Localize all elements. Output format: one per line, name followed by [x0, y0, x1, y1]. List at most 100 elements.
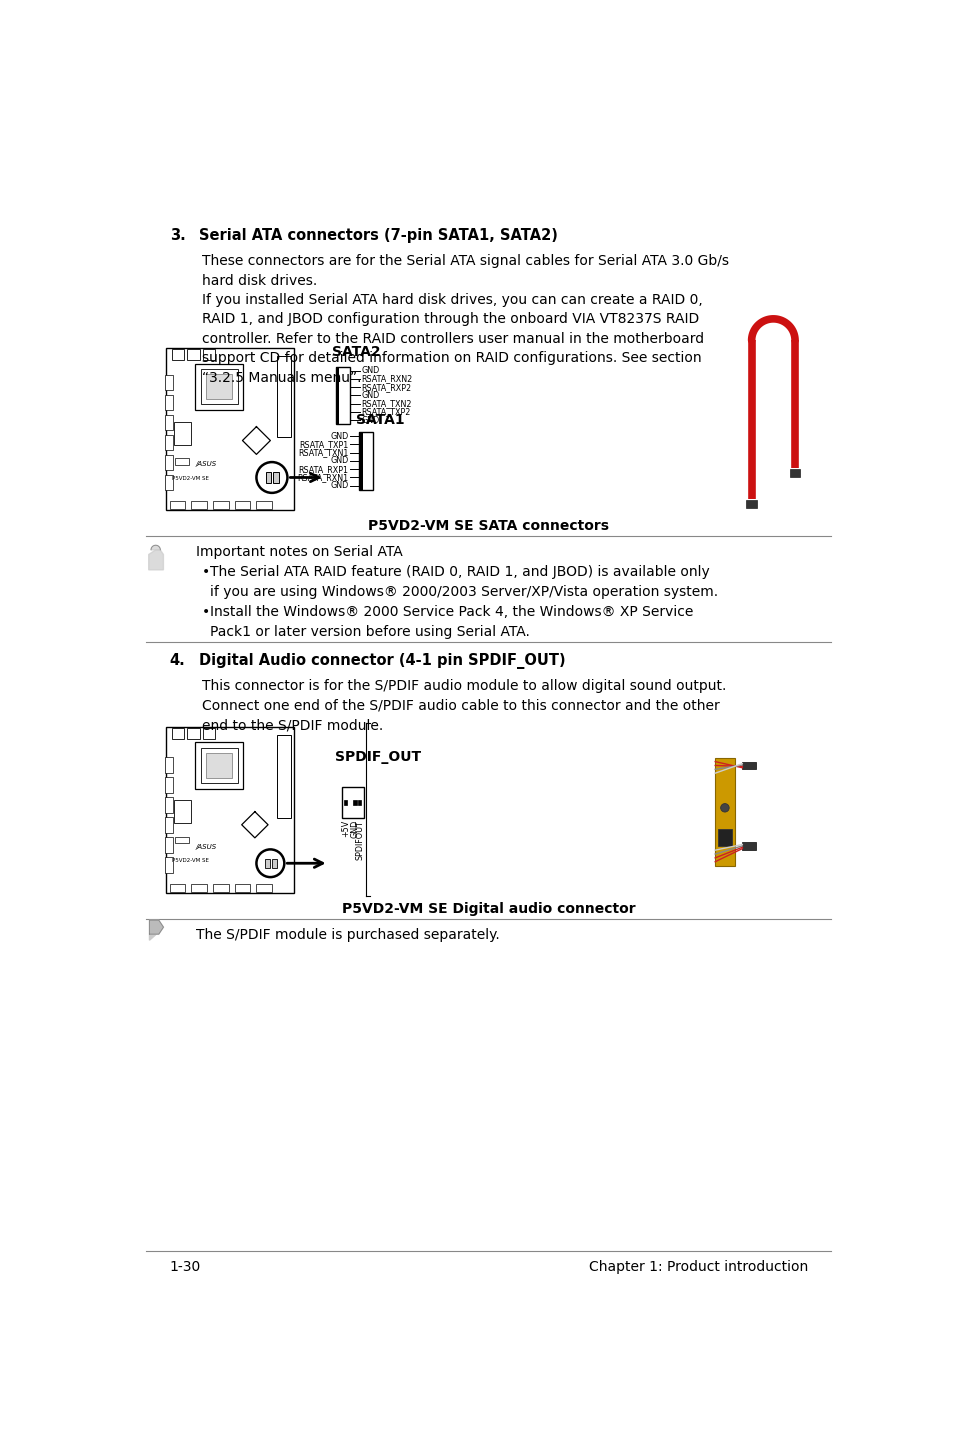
- Polygon shape: [242, 427, 270, 454]
- Bar: [335, 367, 350, 424]
- Text: GND: GND: [360, 391, 379, 400]
- Bar: [172, 349, 184, 360]
- Bar: [170, 884, 185, 892]
- Bar: [165, 817, 172, 833]
- Bar: [165, 758, 172, 772]
- Bar: [165, 837, 172, 853]
- Text: GND: GND: [350, 820, 359, 838]
- Bar: [213, 502, 229, 509]
- Bar: [335, 367, 339, 424]
- Bar: [172, 728, 184, 739]
- Bar: [741, 762, 756, 769]
- Polygon shape: [151, 545, 160, 549]
- Bar: [187, 728, 199, 739]
- Bar: [165, 395, 172, 410]
- Circle shape: [256, 462, 287, 493]
- Bar: [353, 800, 356, 805]
- Bar: [789, 469, 800, 477]
- Bar: [357, 800, 361, 805]
- Text: •: •: [201, 605, 210, 620]
- Bar: [272, 858, 276, 869]
- Bar: [234, 502, 250, 509]
- Bar: [165, 777, 172, 792]
- Bar: [192, 884, 207, 892]
- Bar: [165, 416, 172, 430]
- Text: RSATA_TXP2: RSATA_TXP2: [360, 407, 410, 417]
- Bar: [234, 884, 250, 892]
- Bar: [344, 800, 347, 805]
- Bar: [195, 742, 243, 788]
- Text: GND: GND: [360, 416, 379, 424]
- Text: Install the Windows® 2000 Service Pack 4, the Windows® XP Service
Pack1 or later: Install the Windows® 2000 Service Pack 4…: [210, 605, 693, 638]
- Bar: [342, 787, 364, 818]
- Text: SATA1: SATA1: [355, 413, 404, 427]
- Text: P5VD2-VM SE Digital audio connector: P5VD2-VM SE Digital audio connector: [342, 902, 635, 916]
- Bar: [166, 348, 294, 510]
- Text: GND: GND: [330, 431, 348, 440]
- Text: GND: GND: [330, 456, 348, 466]
- Bar: [165, 434, 172, 450]
- Bar: [266, 472, 271, 483]
- Bar: [165, 454, 172, 470]
- Bar: [165, 797, 172, 812]
- Text: P5VD2-VM SE: P5VD2-VM SE: [172, 858, 209, 863]
- Bar: [192, 502, 207, 509]
- Polygon shape: [150, 920, 163, 935]
- Bar: [174, 459, 189, 464]
- Bar: [166, 728, 294, 893]
- Bar: [359, 431, 362, 490]
- Bar: [256, 884, 272, 892]
- Bar: [170, 502, 185, 509]
- Bar: [195, 364, 243, 410]
- Bar: [359, 431, 373, 490]
- Circle shape: [720, 804, 728, 812]
- Bar: [256, 502, 272, 509]
- Text: RSATA_TXN1: RSATA_TXN1: [298, 449, 348, 457]
- Bar: [274, 472, 278, 483]
- Bar: [203, 728, 215, 739]
- Text: This connector is for the S/PDIF audio module to allow digital sound output.
Con: This connector is for the S/PDIF audio m…: [202, 679, 726, 732]
- Text: /ASUS: /ASUS: [195, 844, 216, 850]
- Polygon shape: [150, 935, 156, 940]
- Bar: [745, 500, 757, 508]
- Text: SPDIFOUT: SPDIFOUT: [355, 820, 364, 860]
- Bar: [203, 349, 215, 360]
- Text: SATA2: SATA2: [332, 345, 380, 360]
- Text: These connectors are for the Serial ATA signal cables for Serial ATA 3.0 Gb/s
ha: These connectors are for the Serial ATA …: [202, 255, 728, 288]
- Text: /ASUS: /ASUS: [195, 462, 216, 467]
- Polygon shape: [149, 549, 163, 569]
- Bar: [265, 858, 270, 869]
- Text: RSATA_RXN1: RSATA_RXN1: [297, 473, 348, 482]
- Text: P5VD2-VM SE: P5VD2-VM SE: [172, 476, 209, 480]
- Bar: [213, 884, 229, 892]
- Text: +5V: +5V: [341, 820, 350, 837]
- Bar: [165, 475, 172, 490]
- Bar: [174, 837, 189, 843]
- Bar: [200, 748, 237, 784]
- Text: RSATA_TXP1: RSATA_TXP1: [299, 440, 348, 449]
- Polygon shape: [241, 811, 268, 838]
- Bar: [276, 357, 291, 437]
- Text: RSATA_RXP1: RSATA_RXP1: [298, 464, 348, 473]
- Text: Important notes on Serial ATA: Important notes on Serial ATA: [195, 545, 402, 559]
- Bar: [173, 421, 191, 446]
- Circle shape: [256, 850, 284, 877]
- Text: RSATA_TXN2: RSATA_TXN2: [360, 400, 411, 408]
- Bar: [715, 758, 734, 866]
- Bar: [741, 843, 756, 850]
- Bar: [165, 857, 172, 873]
- Text: Chapter 1: Product introduction: Chapter 1: Product introduction: [588, 1260, 807, 1274]
- Text: The S/PDIF module is purchased separately.: The S/PDIF module is purchased separatel…: [195, 928, 499, 942]
- Bar: [173, 800, 191, 823]
- Text: If you installed Serial ATA hard disk drives, you can can create a RAID 0,
RAID : If you installed Serial ATA hard disk dr…: [202, 293, 703, 385]
- Bar: [165, 375, 172, 390]
- Text: RSATA_RXP2: RSATA_RXP2: [360, 383, 411, 391]
- Text: P5VD2-VM SE SATA connectors: P5VD2-VM SE SATA connectors: [368, 519, 609, 533]
- Bar: [206, 374, 233, 398]
- Text: SPDIF_OUT: SPDIF_OUT: [335, 751, 420, 764]
- Text: Digital Audio connector (4-1 pin SPDIF_OUT): Digital Audio connector (4-1 pin SPDIF_O…: [199, 653, 565, 669]
- Bar: [276, 735, 291, 818]
- Bar: [717, 830, 732, 847]
- Text: RSATA_RXN2: RSATA_RXN2: [360, 374, 412, 384]
- Bar: [206, 754, 233, 778]
